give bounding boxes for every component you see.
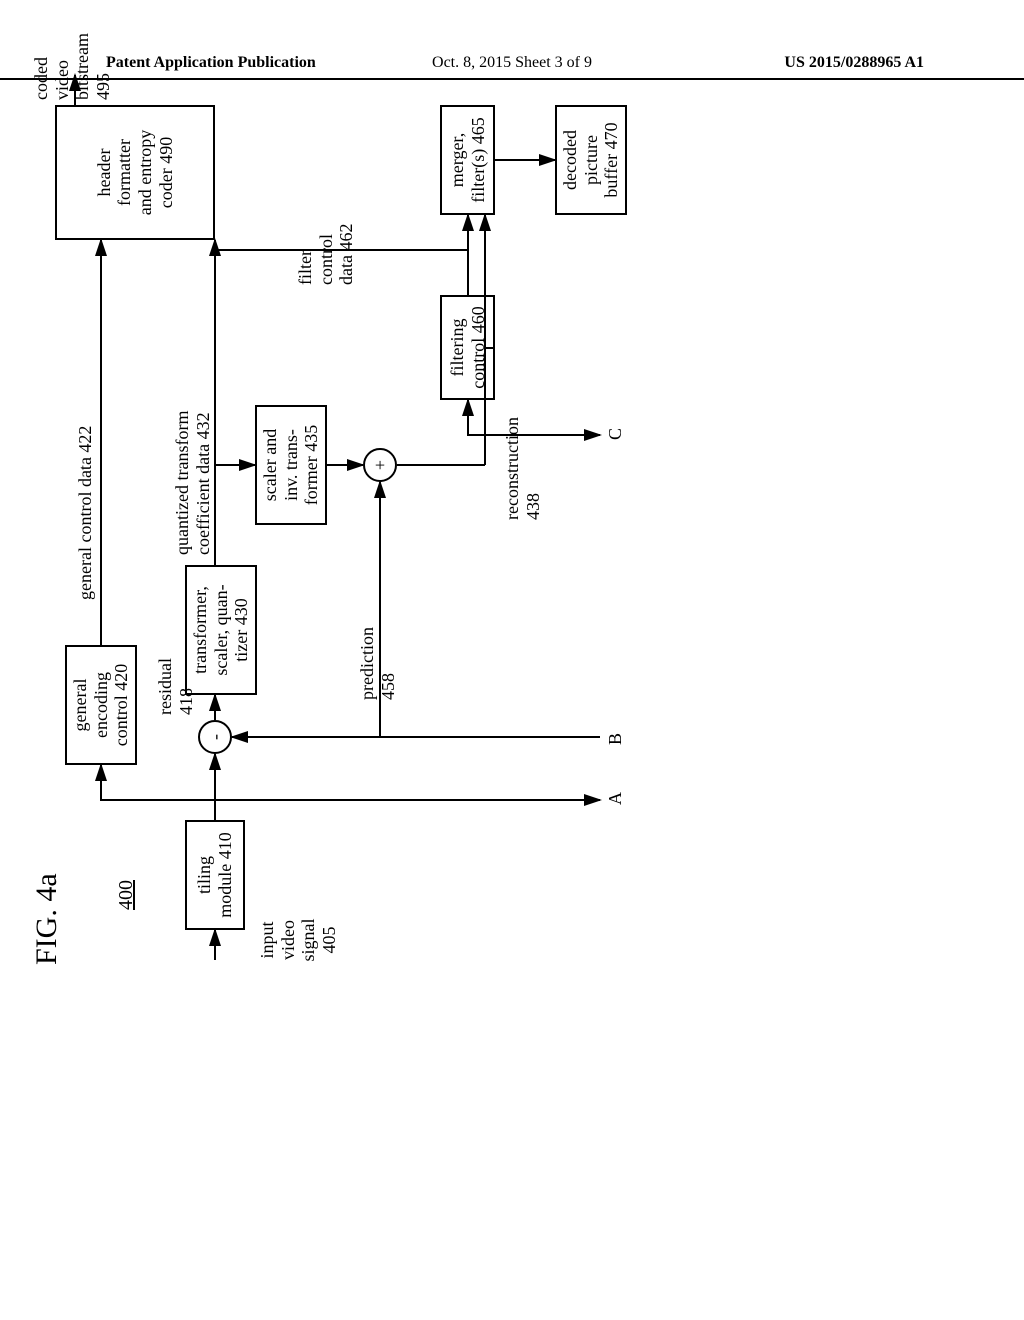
header-right: US 2015/0288965 A1	[784, 54, 924, 72]
diagram-wires	[25, 70, 725, 970]
figure-4a: FIG. 4a 400 tilingmodule 410 generalenco…	[25, 270, 925, 970]
